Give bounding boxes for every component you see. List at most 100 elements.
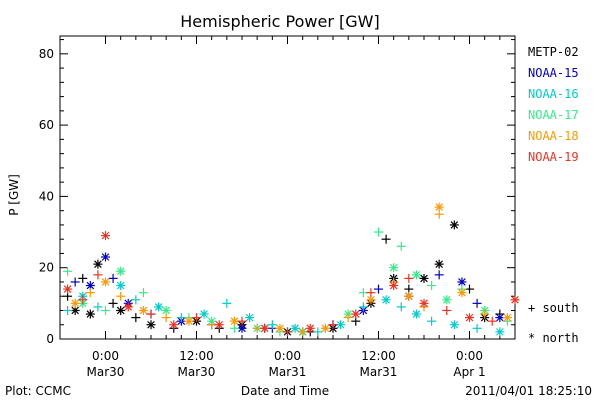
plot-timestamp: 2011/04/01 18:25:10 [465,384,592,398]
x-tick-label: Apr 1 [453,365,485,379]
data-point [123,302,133,312]
data-point [101,231,110,241]
y-tick-label: 40 [39,189,54,203]
data-point [199,309,209,319]
data-point [427,281,437,291]
data-point [495,313,505,323]
x-tick-label: 0:00 [92,349,119,363]
axis-ticks: 0 20 40 60 80 0:00 Mar30 12:00 Mar30 0:00 Mar31 12:… [39,36,516,379]
data-point [427,316,437,326]
data-marks [63,202,520,337]
data-point [374,227,383,237]
data-point [449,320,459,330]
y-axis-label: P [GW] [7,174,21,216]
data-point [351,309,361,319]
data-point [336,320,346,330]
x-tick-label: 0:00 [456,349,483,363]
marker-legend-entry: + south [528,301,579,315]
marker-legend: + south * north [528,301,579,345]
chart-title: Hemispheric Power [GW] [180,12,379,31]
data-point [245,313,255,323]
data-point [472,323,482,333]
data-point [502,313,512,323]
data-point [138,288,148,298]
x-tick-label: Mar31 [360,365,398,379]
data-point [465,313,474,323]
data-point [442,305,452,315]
data-point [222,298,232,308]
x-tick-label: 12:00 [179,349,214,363]
data-point [487,316,497,326]
data-point [108,273,118,283]
data-point [101,277,110,287]
legend-entry: METP-02 [528,45,579,59]
x-tick-label: 0:00 [274,349,301,363]
y-tick-label: 80 [39,47,54,61]
data-point [305,323,315,333]
x-tick-label: 12:00 [361,349,396,363]
data-point [146,309,156,319]
data-point [449,220,459,230]
x-tick-label: Mar30 [87,365,125,379]
data-point [78,295,88,305]
data-point [192,313,201,323]
data-point [434,202,444,212]
data-point [93,270,103,280]
data-point [343,313,353,323]
data-point [184,316,194,326]
data-point [396,302,406,312]
data-point [93,259,103,269]
data-point [298,327,308,337]
data-point [381,295,391,305]
data-point [366,288,376,298]
data-point [70,298,80,308]
data-point [457,288,467,298]
data-point [63,305,73,315]
plot-credit: Plot: CCMC [5,384,71,398]
data-point [480,309,490,319]
data-point [442,295,452,305]
data-point [260,323,270,333]
data-point [510,295,520,305]
data-point [161,305,171,315]
data-point [237,323,247,333]
legend-entry: NOAA-18 [528,129,579,143]
data-point [101,305,110,315]
data-point [131,295,141,305]
plot-frame [59,35,516,340]
data-point [138,305,148,315]
data-point [396,241,406,251]
data-point [290,323,300,333]
data-point [389,263,399,273]
data-point [283,327,292,337]
data-point [176,313,186,323]
data-point [63,284,73,294]
marker-legend-entry: * north [528,331,579,345]
data-point [472,298,482,308]
data-point [465,284,474,294]
data-point [116,281,126,291]
data-point [434,270,444,280]
series-legend: METP-02 NOAA-15 NOAA-16 NOAA-17 NOAA-18 NOAA-… [528,45,579,164]
data-point [381,234,391,244]
legend-entry: NOAA-17 [528,108,579,122]
data-point [85,309,95,319]
data-point [404,291,414,301]
y-tick-label: 20 [39,261,54,275]
data-point [146,320,156,330]
data-point [116,305,126,315]
data-point [267,320,277,330]
data-point [358,288,368,298]
data-point [495,327,505,337]
data-point [237,316,247,326]
data-point [411,270,421,280]
legend-entry: NOAA-19 [528,150,579,164]
data-point [63,266,73,276]
data-point [320,323,330,333]
data-point [434,209,444,219]
data-point [116,291,126,301]
data-point [358,302,368,312]
x-tick-label: Mar31 [269,365,307,379]
data-point [419,273,429,283]
y-tick-label: 0 [46,332,54,346]
